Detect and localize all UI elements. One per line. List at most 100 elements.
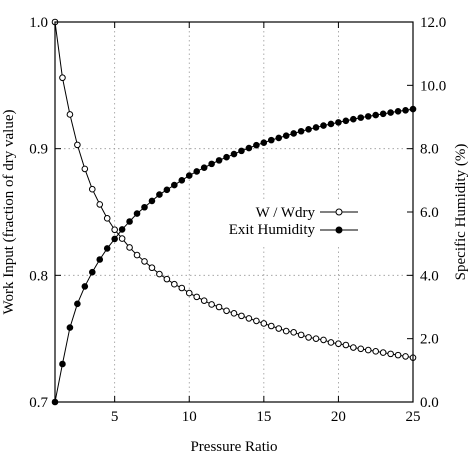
data-point-w-wdry [103, 215, 111, 222]
data-point-w-wdry [230, 310, 238, 317]
data-point-exit-humidity [141, 203, 148, 211]
legend: W / Wdry Exit Humidity [229, 200, 364, 244]
data-point-exit-humidity [238, 147, 245, 155]
data-point-w-wdry [193, 293, 201, 301]
data-point-w-wdry [364, 346, 372, 354]
data-point-w-wdry [290, 329, 297, 336]
data-point-w-wdry [342, 341, 350, 349]
legend-label-exit-humidity: Exit Humidity [229, 222, 316, 238]
y-right-tick-label: 8.0 [420, 142, 439, 158]
data-point-exit-humidity [379, 110, 387, 118]
data-point-exit-humidity [312, 124, 320, 131]
data-point-exit-humidity [230, 150, 238, 158]
data-point-w-wdry [320, 336, 327, 344]
data-point-w-wdry [327, 339, 335, 346]
y-right-tick-label: 4.0 [420, 268, 439, 284]
data-point-w-wdry [208, 301, 215, 308]
data-point-exit-humidity [103, 245, 111, 252]
data-point-w-wdry [171, 280, 178, 288]
data-point-exit-humidity [320, 122, 327, 129]
data-point-w-wdry [253, 317, 260, 325]
data-point-exit-humidity [282, 132, 290, 139]
x-tick-label: 20 [331, 409, 346, 425]
data-point-exit-humidity [74, 300, 81, 308]
data-point-exit-humidity [387, 109, 394, 116]
data-point-exit-humidity [275, 134, 283, 142]
data-point-w-wdry [156, 270, 163, 278]
data-point-exit-humidity [66, 324, 74, 331]
data-point-exit-humidity [111, 235, 118, 243]
data-point-exit-humidity [118, 226, 126, 233]
data-point-w-wdry [282, 327, 290, 335]
data-point-exit-humidity [267, 136, 275, 144]
data-point-w-wdry [297, 331, 305, 339]
data-point-w-wdry [178, 284, 186, 292]
data-point-w-wdry [141, 258, 148, 265]
data-point-w-wdry [215, 303, 223, 311]
data-point-exit-humidity [402, 107, 409, 114]
data-point-w-wdry [238, 312, 245, 320]
data-point-exit-humidity [357, 114, 365, 121]
data-point-exit-humidity [350, 115, 357, 123]
data-point-exit-humidity [364, 113, 372, 120]
data-point-w-wdry [163, 275, 171, 283]
data-point-exit-humidity [171, 181, 178, 189]
data-point-w-wdry [88, 185, 96, 193]
data-point-w-wdry [260, 320, 268, 327]
y-left-tick-label: 0.9 [29, 142, 48, 158]
y-right-tick-label: 6.0 [420, 205, 439, 221]
legend-label-w-wdry: W / Wdry [256, 205, 316, 221]
data-point-exit-humidity [305, 126, 312, 133]
data-point-w-wdry [66, 111, 74, 118]
data-point-w-wdry [118, 235, 126, 242]
data-point-w-wdry [223, 307, 230, 315]
y-left-tick-label: 1.0 [29, 15, 48, 31]
data-point-exit-humidity [185, 172, 193, 179]
data-point-exit-humidity [148, 197, 156, 205]
data-point-exit-humidity [133, 210, 141, 217]
data-point-w-wdry [148, 264, 156, 272]
data-point-exit-humidity [342, 117, 350, 125]
x-tick-label: 5 [111, 409, 119, 425]
data-point-exit-humidity [200, 164, 208, 171]
legend-background [232, 200, 364, 244]
data-point-w-wdry [111, 226, 118, 234]
data-point-exit-humidity [394, 108, 402, 115]
y-right-tick-label: 10.0 [420, 78, 446, 94]
x-tick-label: 25 [406, 409, 421, 425]
data-point-exit-humidity [59, 360, 66, 368]
y-right-tick-label: 0.0 [420, 395, 439, 411]
data-point-w-wdry [379, 349, 387, 356]
data-point-exit-humidity [178, 177, 186, 184]
series-line-w-wdry [54, 21, 414, 359]
data-point-w-wdry [394, 351, 402, 359]
legend-marker-exit-humidity [335, 226, 343, 234]
data-point-exit-humidity [126, 218, 133, 225]
y-axis-left-label: Work Input (fraction of dry value) [1, 110, 17, 315]
data-point-exit-humidity [208, 160, 215, 168]
data-point-exit-humidity [327, 120, 335, 128]
data-point-exit-humidity [193, 168, 201, 175]
data-point-w-wdry [350, 344, 357, 351]
data-point-w-wdry [267, 322, 275, 330]
data-point-exit-humidity [297, 127, 305, 135]
data-point-w-wdry [372, 348, 380, 355]
y-right-tick-label: 2.0 [420, 332, 439, 348]
y-left-tick-label: 0.8 [29, 268, 48, 284]
data-point-w-wdry [387, 350, 394, 358]
data-point-w-wdry [305, 334, 312, 341]
data-point-w-wdry [357, 345, 365, 353]
data-point-exit-humidity [335, 119, 342, 126]
data-point-exit-humidity [290, 130, 297, 137]
data-point-w-wdry [74, 141, 81, 149]
data-point-w-wdry [81, 165, 89, 173]
series-layer [51, 18, 417, 406]
data-point-w-wdry [200, 297, 208, 304]
data-point-w-wdry [335, 340, 342, 348]
data-point-w-wdry [133, 251, 141, 259]
x-axis-label: Pressure Ratio [190, 439, 277, 453]
y-axis-right-label: Specific Humidity (%) [453, 144, 469, 281]
data-point-exit-humidity [260, 139, 268, 146]
data-point-w-wdry [275, 325, 283, 332]
